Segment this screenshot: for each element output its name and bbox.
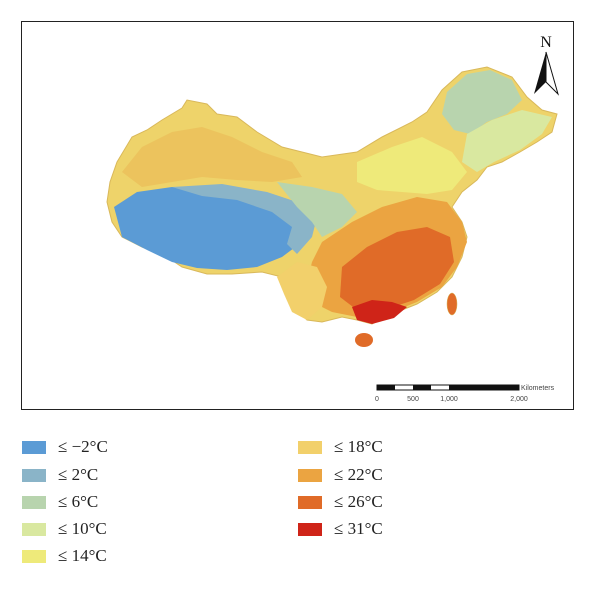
scale-tick-2000: 2,000 [510,396,528,403]
legend-label: ≤ 31°C [334,519,383,538]
legend-swatch [298,469,322,482]
scale-tick-1000: 1,000 [440,396,458,403]
hainan-island [355,333,373,347]
legend-swatch [22,523,46,536]
legend-label: ≤ 14°C [58,546,107,565]
legend-swatch [22,469,46,482]
legend-swatch [22,496,46,509]
legend-label: ≤ 26°C [334,492,383,511]
northwest-desert-region [122,127,302,187]
plateau-cold-region [114,187,307,270]
legend-label: ≤ 18°C [334,437,383,456]
south-coast-hottest-region [352,300,407,324]
southwest-region [277,262,327,320]
legend-swatch [298,496,322,509]
legend-swatch [22,441,46,454]
legend-label: ≤ 2°C [58,465,99,484]
temperature-map: N Kilometers 0 500 1,000 2,000 [106,34,560,403]
taiwan-island [446,292,458,316]
scale-tick-500: 500 [407,396,419,403]
southeast-hot-region [340,227,454,310]
legend-label: ≤ 22°C [334,465,383,484]
north-plain-region [357,137,467,194]
legend-swatch [298,523,322,536]
northeast-cool-region [442,70,522,134]
scale-unit-label: Kilometers [521,385,555,392]
legend-swatch [22,550,46,563]
north-label: N [540,34,552,51]
legend-label: ≤ 10°C [58,519,107,538]
map-frame: N Kilometers 0 500 1,000 2,000 [21,21,574,410]
plateau-edge-region [172,184,317,254]
legend-label: ≤ 6°C [58,492,99,511]
legend-swatch [298,441,322,454]
north-arrow: N [534,34,560,96]
legend-label: ≤ −2°C [58,437,108,456]
northeast-mild-region [462,110,552,172]
central-transition-region [277,182,357,237]
scale-tick-0: 0 [375,396,379,403]
scale-bar: Kilometers 0 500 1,000 2,000 [375,384,555,403]
